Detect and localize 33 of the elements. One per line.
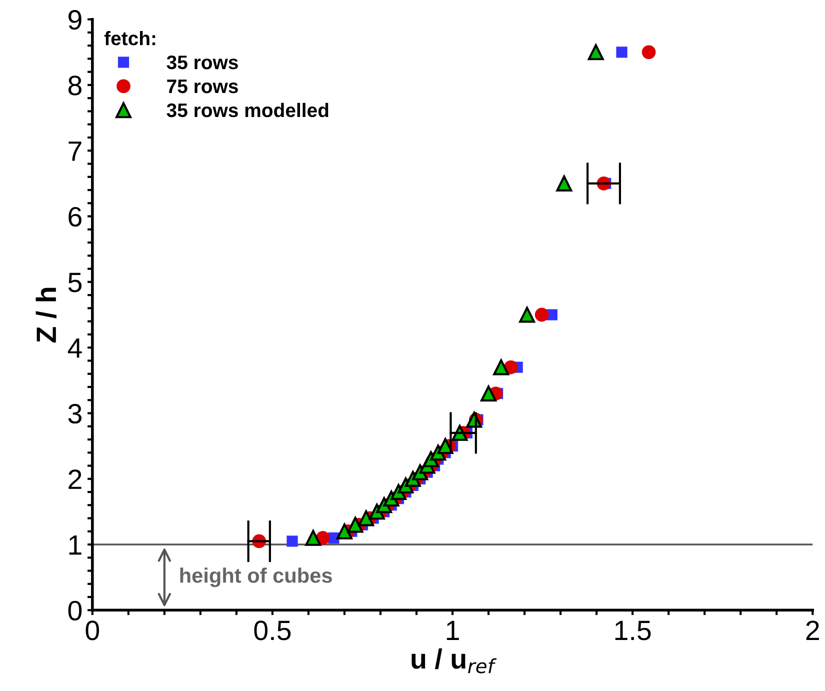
y-tick-label: 4 [68,338,82,358]
y-tick-label: 3 [68,404,82,424]
point [534,308,549,322]
point [556,175,572,192]
point [493,359,510,376]
x-tick-label: 1 [446,620,459,640]
x-tick-label: 0.5 [254,620,291,640]
y-tick-label: 0 [68,600,82,620]
x-tick-label: 0 [86,620,100,640]
y-tick-label: 8 [68,76,82,96]
point [358,510,374,526]
y-tick-label: 7 [68,142,82,161]
point [480,386,497,402]
point [588,44,604,60]
legend-label: 35 rows [166,55,238,70]
y-tick-label: 2 [68,470,82,489]
x-axis-title: u / u$_{ref}$ [412,648,497,674]
x-tick-label: 1.5 [615,620,651,640]
x-tick-label: 2 [806,620,819,640]
legend-label: 75 rows [167,80,238,94]
y-tick-label: 5 [68,272,82,292]
point [616,46,628,58]
point [519,306,536,323]
annotation: height of cubes [180,568,332,588]
y-tick-label: 6 [68,206,82,227]
y-axis-title: Z / h [36,288,56,342]
y-tick-label: 9 [68,10,82,30]
legend-label: 35 rows modelled [166,102,328,118]
point [286,536,298,547]
point [642,45,656,60]
y-tick-label: 1 [69,535,82,555]
legend-title: fetch: [104,31,156,46]
point [305,530,322,546]
